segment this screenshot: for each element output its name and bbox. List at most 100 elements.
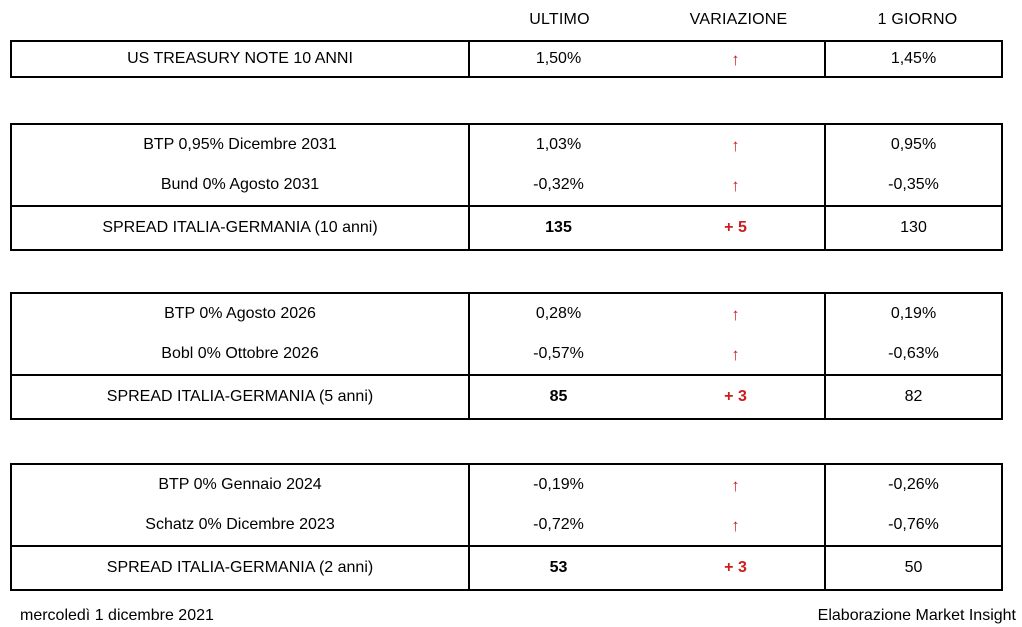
- spread-row: SPREAD ITALIA-GERMANIA (2 anni): [12, 545, 468, 589]
- values-box: 1,50% ↑: [468, 40, 826, 78]
- ultimo-value: -0,72%: [533, 516, 584, 533]
- table-row: -0,26%: [826, 465, 1001, 505]
- giorno-box: 0,95% -0,35% 130: [824, 123, 1003, 251]
- label-box: BTP 0% Gennaio 2024 Schatz 0% Dicembre 2…: [10, 463, 470, 591]
- spread-row: SPREAD ITALIA-GERMANIA (10 anni): [12, 205, 468, 249]
- table-row: -0,32% ↑: [470, 165, 824, 205]
- instrument-label: US TREASURY NOTE 10 ANNI: [127, 50, 353, 67]
- up-arrow-icon: ↑: [731, 135, 740, 155]
- spread-label: SPREAD ITALIA-GERMANIA (5 anni): [106, 388, 374, 405]
- giorno-box: 1,45%: [824, 40, 1003, 78]
- giorno-value: 1,45%: [890, 50, 937, 67]
- variazione-cell: ↑: [647, 477, 824, 494]
- table-row: 0,19%: [826, 294, 1001, 334]
- instrument-label: Bobl 0% Ottobre 2026: [161, 345, 319, 362]
- ultimo-value: -0,19%: [533, 476, 584, 493]
- instrument-label: BTP 0% Gennaio 2024: [158, 476, 322, 493]
- instrument-label: Schatz 0% Dicembre 2023: [145, 516, 335, 533]
- column-header-variazione: VARIAZIONE: [689, 11, 788, 28]
- label-box: US TREASURY NOTE 10 ANNI: [10, 40, 470, 78]
- table-row: US TREASURY NOTE 10 ANNI: [12, 42, 468, 76]
- values-box: 0,28% ↑ -0,57% ↑ 85 + 3: [468, 292, 826, 420]
- table-row: Bobl 0% Ottobre 2026: [12, 334, 468, 374]
- spread-value: 53: [549, 559, 568, 576]
- variazione-cell: + 3: [647, 559, 824, 577]
- ultimo-cell: 0,28%: [470, 305, 647, 323]
- ultimo-cell: -0,32%: [470, 176, 647, 194]
- up-arrow-icon: ↑: [731, 175, 740, 195]
- ultimo-value: 1,50%: [535, 50, 582, 67]
- table-row: Schatz 0% Dicembre 2023: [12, 505, 468, 545]
- variation-value: + 5: [724, 219, 747, 236]
- us-treasury-section: US TREASURY NOTE 10 ANNI 1,50% ↑ 1,45%: [10, 40, 1022, 78]
- ultimo-value: -0,32%: [533, 176, 584, 193]
- variazione-cell: ↑: [647, 346, 824, 363]
- table-row: 1,45%: [826, 42, 1001, 76]
- spread-row: 53 + 3: [470, 545, 824, 589]
- label-box: BTP 0,95% Dicembre 2031 Bund 0% Agosto 2…: [10, 123, 470, 251]
- table-row: BTP 0,95% Dicembre 2031: [12, 125, 468, 165]
- ultimo-cell: -0,72%: [470, 516, 647, 534]
- spread-label: SPREAD ITALIA-GERMANIA (10 anni): [102, 219, 378, 236]
- footer: mercoledì 1 dicembre 2021 Elaborazione M…: [10, 607, 1022, 625]
- table-row: 1,03% ↑: [470, 125, 824, 165]
- column-header-giorno: 1 GIORNO: [877, 11, 958, 28]
- table-row: -0,57% ↑: [470, 334, 824, 374]
- column-header-ultimo: ULTIMO: [529, 11, 590, 28]
- label-box: BTP 0% Agosto 2026 Bobl 0% Ottobre 2026 …: [10, 292, 470, 420]
- table-row: 0,28% ↑: [470, 294, 824, 334]
- variazione-cell: + 3: [647, 388, 824, 406]
- giorno-value: -0,26%: [888, 476, 939, 493]
- variazione-cell: ↑: [647, 51, 824, 68]
- spread-value: 85: [549, 388, 568, 405]
- table-row: BTP 0% Gennaio 2024: [12, 465, 468, 505]
- ultimo-cell: 1,03%: [470, 136, 647, 154]
- spread-5y-section: BTP 0% Agosto 2026 Bobl 0% Ottobre 2026 …: [10, 292, 1022, 420]
- spread-10y-section: BTP 0,95% Dicembre 2031 Bund 0% Agosto 2…: [10, 123, 1022, 251]
- table-row: BTP 0% Agosto 2026: [12, 294, 468, 334]
- giorno-value: 0,19%: [890, 305, 937, 322]
- spread-2y-section: BTP 0% Gennaio 2024 Schatz 0% Dicembre 2…: [10, 463, 1022, 591]
- spread-row: 135 + 5: [470, 205, 824, 249]
- table-row: 0,95%: [826, 125, 1001, 165]
- giorno-value: -0,63%: [888, 345, 939, 362]
- ultimo-value: -0,57%: [533, 345, 584, 362]
- table-row: -0,76%: [826, 505, 1001, 545]
- table-row: -0,63%: [826, 334, 1001, 374]
- values-box: 1,03% ↑ -0,32% ↑ 135 + 5: [468, 123, 826, 251]
- table-row: -0,19% ↑: [470, 465, 824, 505]
- spread-label: SPREAD ITALIA-GERMANIA (2 anni): [106, 559, 374, 576]
- spread-row: 130: [826, 205, 1001, 249]
- ultimo-cell: 1,50%: [470, 50, 647, 68]
- up-arrow-icon: ↑: [731, 49, 740, 69]
- variazione-cell: ↑: [647, 306, 824, 323]
- instrument-label: Bund 0% Agosto 2031: [160, 176, 320, 193]
- giorno-value: 130: [900, 219, 927, 236]
- ultimo-cell: -0,57%: [470, 345, 647, 363]
- variation-value: + 3: [724, 388, 747, 405]
- giorno-box: -0,26% -0,76% 50: [824, 463, 1003, 591]
- spread-row: 85 + 3: [470, 374, 824, 418]
- table-row: -0,72% ↑: [470, 505, 824, 545]
- ultimo-value: 0,28%: [535, 305, 582, 322]
- giorno-value: 0,95%: [890, 136, 937, 153]
- variazione-cell: ↑: [647, 517, 824, 534]
- report-date: mercoledì 1 dicembre 2021: [20, 607, 214, 624]
- table-row: Bund 0% Agosto 2031: [12, 165, 468, 205]
- values-box: -0,19% ↑ -0,72% ↑ 53 + 3: [468, 463, 826, 591]
- ultimo-cell: -0,19%: [470, 476, 647, 494]
- ultimo-value: 1,03%: [535, 136, 582, 153]
- spread-row: SPREAD ITALIA-GERMANIA (5 anni): [12, 374, 468, 418]
- spread-row: 50: [826, 545, 1001, 589]
- instrument-label: BTP 0,95% Dicembre 2031: [143, 136, 337, 153]
- spread-value: 135: [545, 219, 572, 236]
- variazione-cell: + 5: [647, 219, 824, 237]
- giorno-value: -0,76%: [888, 516, 939, 533]
- variazione-cell: ↑: [647, 137, 824, 154]
- giorno-value: -0,35%: [888, 176, 939, 193]
- table-row: -0,35%: [826, 165, 1001, 205]
- ultimo-cell: 53: [470, 559, 647, 577]
- up-arrow-icon: ↑: [731, 475, 740, 495]
- table-row: 1,50% ↑: [470, 42, 824, 76]
